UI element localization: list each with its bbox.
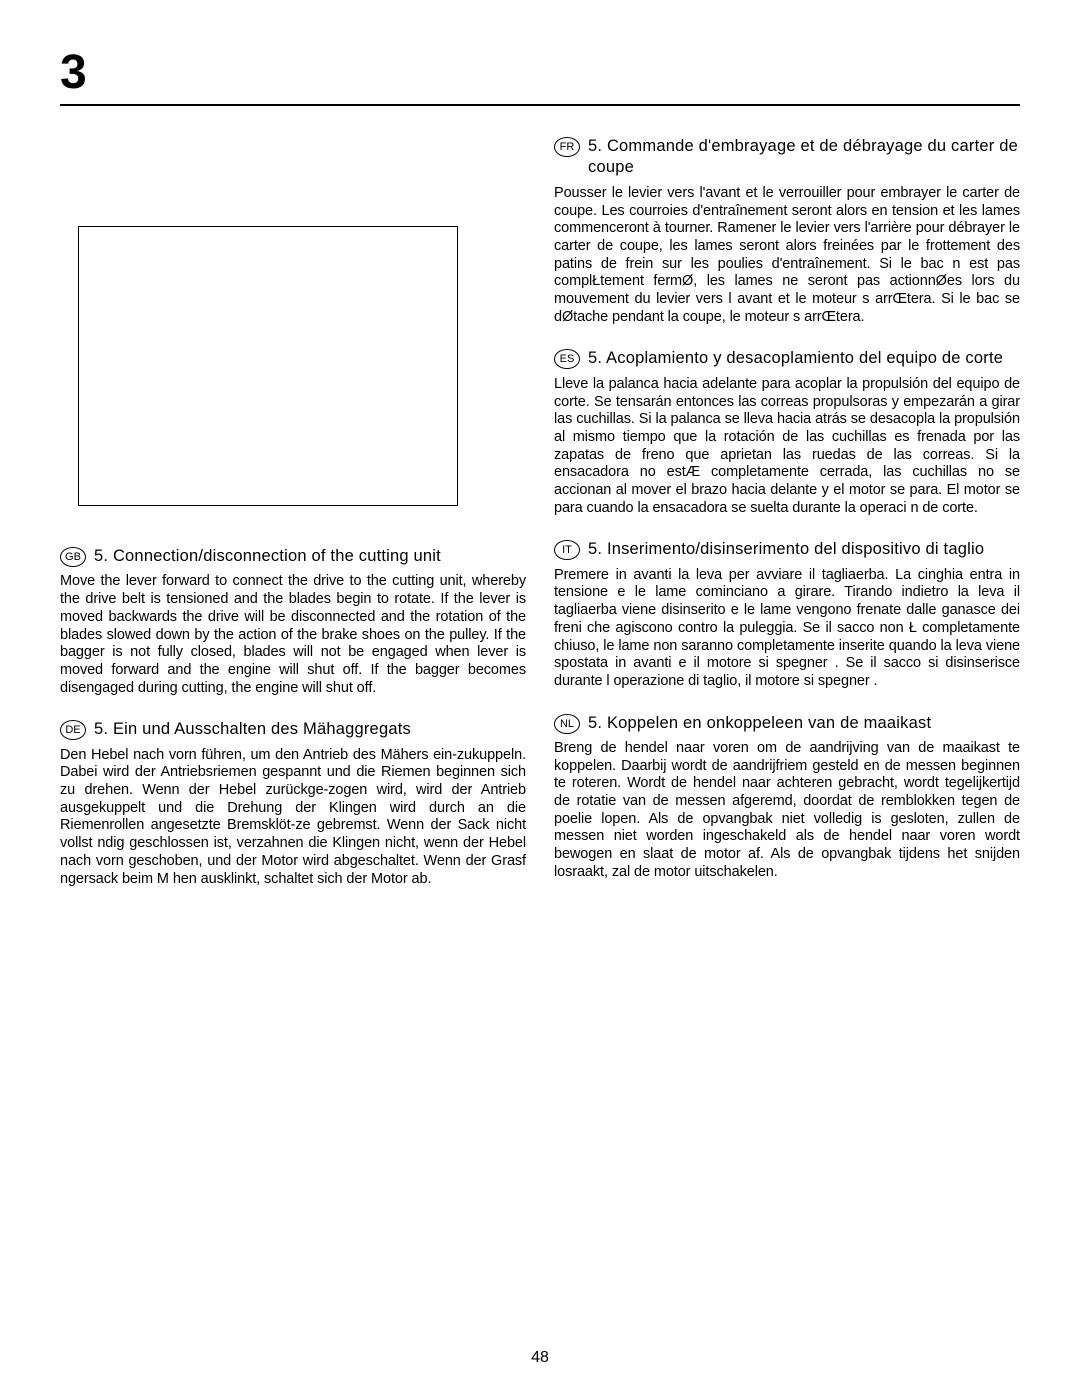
right-column: FR 5. Commande d'embrayage et de débraya… (554, 136, 1020, 888)
entry-title: 5. Connection/disconnection of the cutti… (94, 546, 441, 567)
entry-es: ES 5. Acoplamiento y desacoplamiento del… (554, 348, 1020, 517)
entry-title: 5. Commande d'embrayage et de débrayage … (588, 136, 1020, 179)
illustration-placeholder (78, 226, 458, 506)
entry-header: IT 5. Inserimento/disinserimento del dis… (554, 539, 1020, 560)
page-number: 48 (0, 1349, 1080, 1367)
entry-fr: FR 5. Commande d'embrayage et de débraya… (554, 136, 1020, 326)
lang-badge-gb: GB (60, 547, 86, 567)
entry-body: Move the lever forward to connect the dr… (60, 573, 526, 697)
entry-gb: GB 5. Connection/disconnection of the cu… (60, 546, 526, 697)
entry-header: ES 5. Acoplamiento y desacoplamiento del… (554, 348, 1020, 369)
lang-badge-de: DE (60, 720, 86, 740)
entry-it: IT 5. Inserimento/disinserimento del dis… (554, 539, 1020, 690)
entry-header: NL 5. Koppelen en onkoppeleen van de maa… (554, 713, 1020, 734)
entry-body: Lleve la palanca hacia adelante para aco… (554, 376, 1020, 518)
left-column: GB 5. Connection/disconnection of the cu… (60, 136, 526, 888)
entry-title: 5. Acoplamiento y desacoplamiento del eq… (588, 348, 1003, 369)
entry-body: Breng de hendel naar voren om de aandrij… (554, 740, 1020, 882)
lang-badge-it: IT (554, 540, 580, 560)
lang-badge-fr: FR (554, 137, 580, 157)
entry-title: 5. Ein und Ausschalten des Mähaggregats (94, 719, 411, 740)
entry-nl: NL 5. Koppelen en onkoppeleen van de maa… (554, 713, 1020, 882)
entry-body: Premere in avanti la leva per avviare il… (554, 567, 1020, 691)
entry-header: FR 5. Commande d'embrayage et de débraya… (554, 136, 1020, 179)
entry-header: DE 5. Ein und Ausschalten des Mähaggrega… (60, 719, 526, 740)
lang-badge-nl: NL (554, 714, 580, 734)
horizontal-rule (60, 104, 1020, 106)
entry-body: Den Hebel nach vorn führen, um den Antri… (60, 747, 526, 889)
page: 3 GB 5. Connection/disconnection of the … (0, 0, 1080, 928)
entry-header: GB 5. Connection/disconnection of the cu… (60, 546, 526, 567)
columns-container: GB 5. Connection/disconnection of the cu… (60, 136, 1020, 888)
entry-title: 5. Inserimento/disinserimento del dispos… (588, 539, 984, 560)
section-number: 3 (60, 45, 1020, 100)
entry-body: Pousser le levier vers l'avant et le ver… (554, 185, 1020, 327)
lang-badge-es: ES (554, 349, 580, 369)
entry-title: 5. Koppelen en onkoppeleen van de maaika… (588, 713, 931, 734)
entry-de: DE 5. Ein und Ausschalten des Mähaggrega… (60, 719, 526, 888)
